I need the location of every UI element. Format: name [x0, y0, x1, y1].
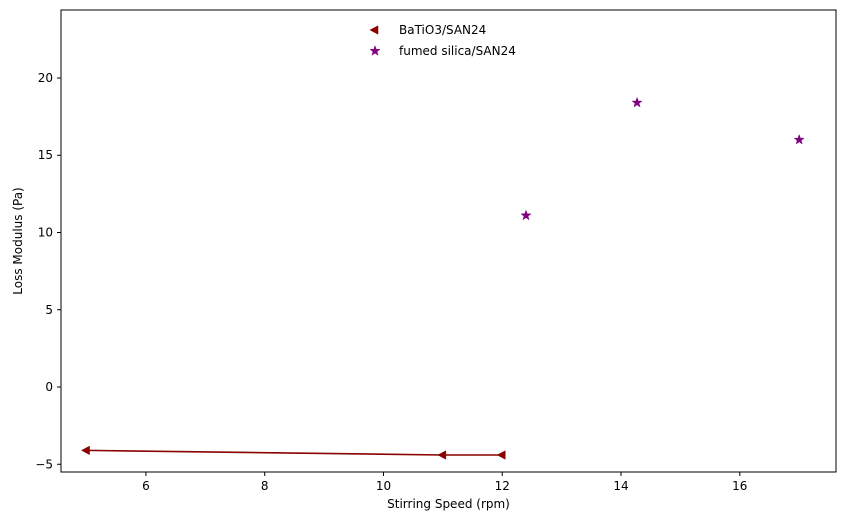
x-axis-label: Stirring Speed (rpm): [387, 497, 510, 511]
x-tick-label: 16: [732, 479, 747, 493]
legend: BaTiO3/SAN24 fumed silica/SAN24: [369, 23, 516, 58]
data-point: [793, 133, 805, 145]
data-point: [520, 209, 532, 221]
plot-background: [61, 10, 836, 472]
y-tick-label: 0: [45, 380, 53, 394]
y-tick-label: −5: [35, 457, 53, 471]
series-2: [520, 96, 805, 221]
x-tick-label: 6: [142, 479, 150, 493]
legend-entry: BaTiO3/SAN24: [399, 23, 486, 37]
x-tick-label: 10: [376, 479, 391, 493]
ticks-layer: 6 8 10 12 14 16 −5 0 5 10 15 20: [35, 71, 747, 493]
y-tick-label: 10: [38, 226, 53, 240]
data-point: [81, 445, 90, 456]
series-layer: [81, 96, 805, 460]
x-tick-label: 8: [261, 479, 269, 493]
x-tick-label: 12: [495, 479, 510, 493]
legend-marker: [369, 45, 381, 56]
y-tick-label: 15: [38, 148, 53, 162]
data-point: [437, 450, 447, 460]
data-point: [631, 96, 643, 108]
data-point: [496, 450, 506, 460]
x-tick-label: 14: [613, 479, 628, 493]
legend-entry: fumed silica/SAN24: [399, 44, 516, 58]
plot-frame: [60, 9, 837, 473]
y-tick-label: 5: [45, 303, 53, 317]
y-tick-label: 20: [38, 71, 53, 85]
legend-marker: [369, 25, 379, 35]
series-1: [81, 445, 506, 460]
y-axis-label: Loss Modulus (Pa): [11, 187, 25, 294]
